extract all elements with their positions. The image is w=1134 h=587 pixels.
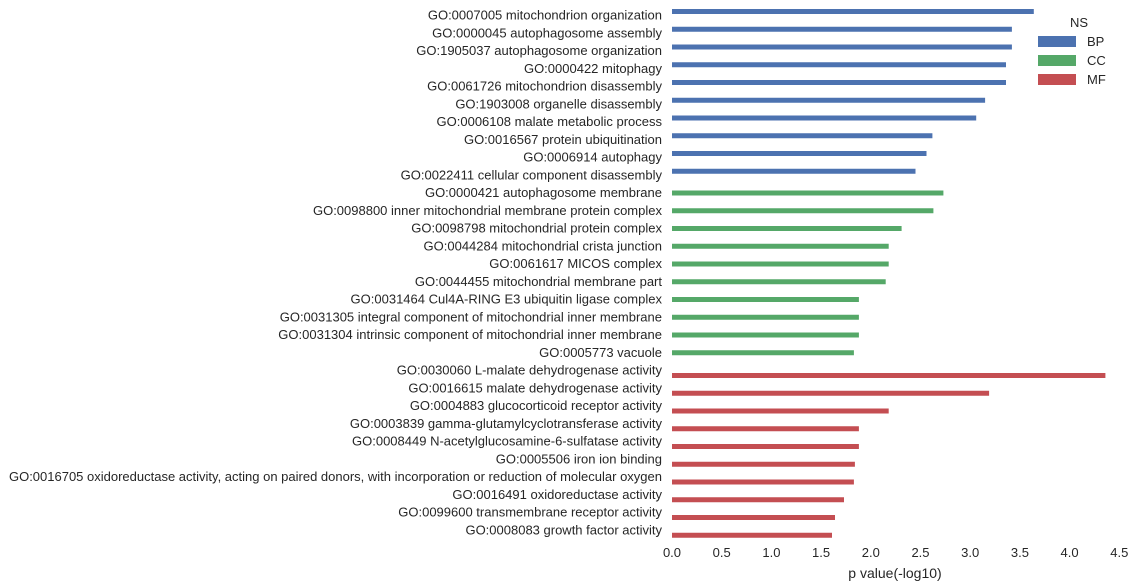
- bar-bp: [672, 44, 1012, 50]
- bar-mf: [672, 408, 889, 414]
- bar-mf: [672, 390, 990, 396]
- bar-mf: [672, 444, 859, 449]
- bar-bp: [672, 26, 1012, 32]
- category-label: GO:0006108 malate metabolic process: [437, 114, 663, 129]
- category-label: GO:0031304 intrinsic component of mitoch…: [278, 327, 662, 342]
- legend-label-cc: CC: [1087, 53, 1106, 68]
- x-tick-label: 1.0: [762, 545, 780, 560]
- x-tick-label: 0.5: [713, 545, 731, 560]
- legend-swatch-cc: [1038, 55, 1076, 66]
- category-label: GO:0005506 iron ion binding: [496, 451, 662, 466]
- bar-cc: [672, 332, 859, 338]
- bar-cc: [672, 190, 944, 196]
- bar-cc: [672, 297, 859, 302]
- category-label: GO:0061617 MICOS complex: [489, 256, 662, 271]
- x-axis-title: p value(-log10): [848, 565, 941, 581]
- category-label: GO:1905037 autophagosome organization: [416, 43, 662, 58]
- bar-mf: [672, 479, 854, 485]
- category-label: GO:0031464 Cul4A-RING E3 ubiquitin ligas…: [351, 292, 663, 307]
- bar-cc: [672, 314, 859, 320]
- x-tick-label: 4.0: [1061, 545, 1079, 560]
- bar-bp: [672, 9, 1034, 14]
- bar-mf: [672, 532, 832, 538]
- category-label: GO:0030060 L-malate dehydrogenase activi…: [397, 363, 663, 378]
- category-label: GO:0007005 mitochondrion organization: [428, 8, 662, 23]
- category-label: GO:0016491 oxidoreductase activity: [452, 487, 662, 502]
- bar-bp: [672, 62, 1006, 68]
- category-label: GO:0044455 mitochondrial membrane part: [415, 274, 663, 289]
- bar-bp: [672, 80, 1006, 85]
- bar-cc: [672, 208, 934, 214]
- category-label: GO:0098798 mitochondrial protein complex: [411, 221, 662, 236]
- bar-cc: [672, 261, 889, 267]
- bar-cc: [672, 243, 889, 249]
- category-label: GO:0008083 growth factor activity: [465, 522, 662, 537]
- legend: NS BP CC MF: [1038, 15, 1106, 87]
- bar-bp: [672, 168, 916, 174]
- category-label: GO:0008449 N-acetylglucosamine-6-sulfata…: [352, 434, 662, 449]
- x-tick-label: 3.5: [1011, 545, 1029, 560]
- legend-label-mf: MF: [1087, 72, 1106, 87]
- category-label: GO:0004883 glucocorticoid receptor activ…: [410, 398, 663, 413]
- legend-title: NS: [1070, 15, 1088, 30]
- x-tick-labels-group: 0.0 0.5 1.0 1.5 2.0 2.5 3.0 3.5 4.0 4.5: [663, 545, 1128, 560]
- category-labels-group: GO:0007005 mitochondrion organization GO:…: [9, 8, 663, 538]
- category-label: GO:0000421 autophagosome membrane: [425, 185, 662, 200]
- bar-bp: [672, 151, 927, 156]
- x-tick-label: 4.5: [1110, 545, 1128, 560]
- x-tick-label: 3.0: [961, 545, 979, 560]
- x-tick-label: 0.0: [663, 545, 681, 560]
- category-label: GO:0061726 mitochondrion disassembly: [427, 79, 662, 94]
- bar-mf: [672, 515, 835, 520]
- category-label: GO:0031305 integral component of mitocho…: [280, 309, 662, 324]
- bars-group: [672, 9, 1106, 538]
- category-label: GO:0016705 oxidoreductase activity, acti…: [9, 469, 662, 484]
- category-label: GO:0000045 autophagosome assembly: [432, 25, 662, 40]
- category-label: GO:0005773 vacuole: [539, 345, 662, 360]
- bar-mf: [672, 497, 844, 503]
- category-label: GO:1903008 organelle disassembly: [455, 96, 662, 111]
- legend-swatch-mf: [1038, 74, 1076, 85]
- category-label: GO:0098800 inner mitochondrial membrane …: [313, 203, 663, 218]
- x-tick-label: 2.0: [862, 545, 880, 560]
- category-label: GO:0016615 malate dehydrogenase activity: [408, 380, 662, 395]
- bar-cc: [672, 226, 902, 231]
- category-label: GO:0000422 mitophagy: [524, 61, 663, 76]
- bar-cc: [672, 279, 886, 285]
- bar-mf: [672, 426, 859, 432]
- x-tick-label: 1.5: [812, 545, 830, 560]
- bar-bp: [672, 97, 986, 103]
- bar-bp: [672, 133, 933, 139]
- x-tick-label: 2.5: [911, 545, 929, 560]
- bar-bp: [672, 115, 977, 121]
- category-label: GO:0044284 mitochondrial crista junction: [424, 238, 662, 253]
- bar-mf: [672, 461, 855, 467]
- category-label: GO:0016567 protein ubiquitination: [464, 132, 662, 147]
- category-label: GO:0099600 transmembrane receptor activi…: [398, 505, 662, 520]
- category-label: GO:0006914 autophagy: [523, 150, 662, 165]
- bar-mf: [672, 373, 1106, 378]
- category-label: GO:0022411 cellular component disassembl…: [401, 167, 663, 182]
- category-label: GO:0003839 gamma-glutamylcyclotransferas…: [350, 416, 663, 431]
- legend-swatch-bp: [1038, 36, 1076, 47]
- legend-label-bp: BP: [1087, 34, 1104, 49]
- bar-cc: [672, 350, 854, 356]
